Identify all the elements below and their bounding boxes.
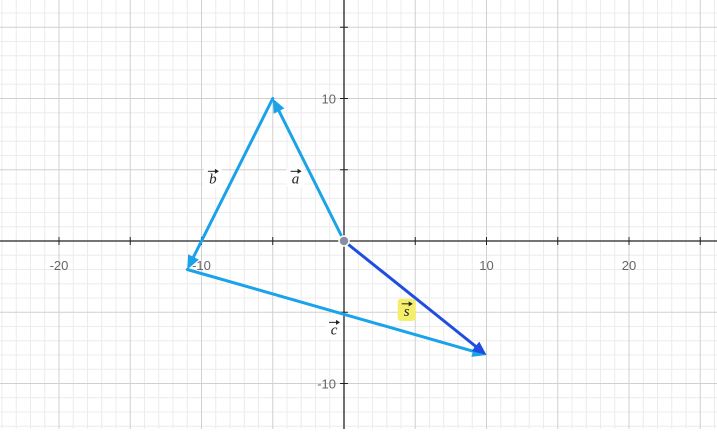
y-tick-label: 10	[322, 92, 336, 107]
vector-s[interactable]	[342, 239, 478, 348]
vector-label-text: c	[331, 322, 338, 338]
vector-label-arrowhead	[297, 168, 302, 174]
vector-label-text: a	[292, 171, 300, 187]
vector-a[interactable]	[277, 109, 346, 243]
vector-c[interactable]	[185, 268, 475, 353]
tick-labels: -20 -10 10 20 10 -10	[50, 92, 637, 392]
x-tick-label: 10	[479, 258, 493, 273]
x-tick-label: -10	[192, 258, 211, 273]
vector-label-s: s	[397, 298, 416, 321]
vector-label-arrowhead	[214, 168, 219, 174]
vector-b[interactable]	[192, 97, 275, 259]
vector-s-arrowhead[interactable]	[471, 341, 487, 355]
vector-a-arrowhead[interactable]	[272, 98, 285, 114]
vector-label-b: b	[203, 166, 222, 189]
vector-label-text: b	[209, 171, 217, 187]
vector-label-arrowhead	[408, 301, 413, 307]
vector-labels: a b c s	[203, 166, 416, 340]
x-tick-label: -20	[50, 258, 69, 273]
vectors[interactable]	[185, 97, 487, 357]
vector-label-a: a	[286, 166, 305, 189]
vector-label-text: s	[404, 304, 410, 320]
x-tick-label: 20	[622, 258, 636, 273]
vector-label-c: c	[325, 317, 344, 340]
vector-label-arrowhead	[336, 319, 341, 325]
origin-point[interactable]	[338, 235, 350, 247]
vector-b-arrowhead[interactable]	[187, 254, 199, 270]
y-tick-label: -10	[317, 377, 336, 392]
